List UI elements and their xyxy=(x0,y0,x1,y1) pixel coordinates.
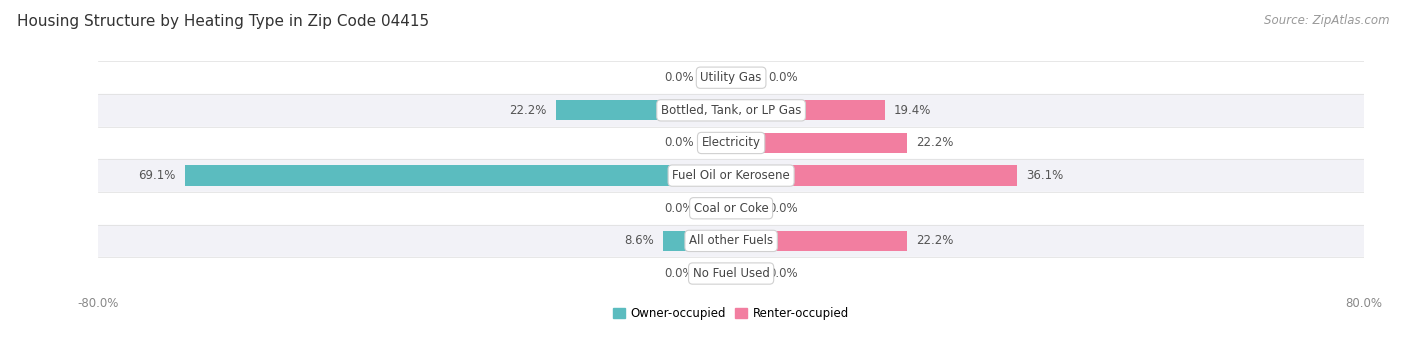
Bar xyxy=(184,165,731,186)
Bar xyxy=(731,100,884,120)
Text: 69.1%: 69.1% xyxy=(138,169,176,182)
Text: 0.0%: 0.0% xyxy=(664,136,695,149)
Text: 0.0%: 0.0% xyxy=(664,267,695,280)
Text: 0.0%: 0.0% xyxy=(664,71,695,84)
Bar xyxy=(98,127,1364,159)
Text: 19.4%: 19.4% xyxy=(894,104,931,117)
Bar xyxy=(703,198,731,218)
Text: Fuel Oil or Kerosene: Fuel Oil or Kerosene xyxy=(672,169,790,182)
Bar xyxy=(703,68,731,88)
Text: Housing Structure by Heating Type in Zip Code 04415: Housing Structure by Heating Type in Zip… xyxy=(17,14,429,29)
Text: Coal or Coke: Coal or Coke xyxy=(693,202,769,215)
Text: 0.0%: 0.0% xyxy=(664,202,695,215)
Bar xyxy=(731,263,759,284)
Bar xyxy=(731,133,907,153)
Bar xyxy=(731,198,759,218)
Text: 0.0%: 0.0% xyxy=(768,267,799,280)
Text: 0.0%: 0.0% xyxy=(768,71,799,84)
Text: 8.6%: 8.6% xyxy=(624,234,654,247)
Bar xyxy=(98,94,1364,127)
Text: Electricity: Electricity xyxy=(702,136,761,149)
Text: 22.2%: 22.2% xyxy=(509,104,546,117)
Text: 0.0%: 0.0% xyxy=(768,202,799,215)
Text: No Fuel Used: No Fuel Used xyxy=(693,267,769,280)
Bar xyxy=(731,165,1017,186)
Bar xyxy=(98,192,1364,225)
Bar xyxy=(98,257,1364,290)
Bar xyxy=(731,68,759,88)
Text: Utility Gas: Utility Gas xyxy=(700,71,762,84)
Text: All other Fuels: All other Fuels xyxy=(689,234,773,247)
Bar xyxy=(664,231,731,251)
Text: 36.1%: 36.1% xyxy=(1026,169,1063,182)
Bar xyxy=(703,133,731,153)
Text: 22.2%: 22.2% xyxy=(917,234,953,247)
Legend: Owner-occupied, Renter-occupied: Owner-occupied, Renter-occupied xyxy=(607,302,855,325)
Text: Source: ZipAtlas.com: Source: ZipAtlas.com xyxy=(1264,14,1389,27)
Text: 22.2%: 22.2% xyxy=(917,136,953,149)
Bar xyxy=(703,263,731,284)
Bar xyxy=(555,100,731,120)
Text: Bottled, Tank, or LP Gas: Bottled, Tank, or LP Gas xyxy=(661,104,801,117)
Bar xyxy=(98,61,1364,94)
Bar xyxy=(98,225,1364,257)
Bar xyxy=(98,159,1364,192)
Bar xyxy=(731,231,907,251)
